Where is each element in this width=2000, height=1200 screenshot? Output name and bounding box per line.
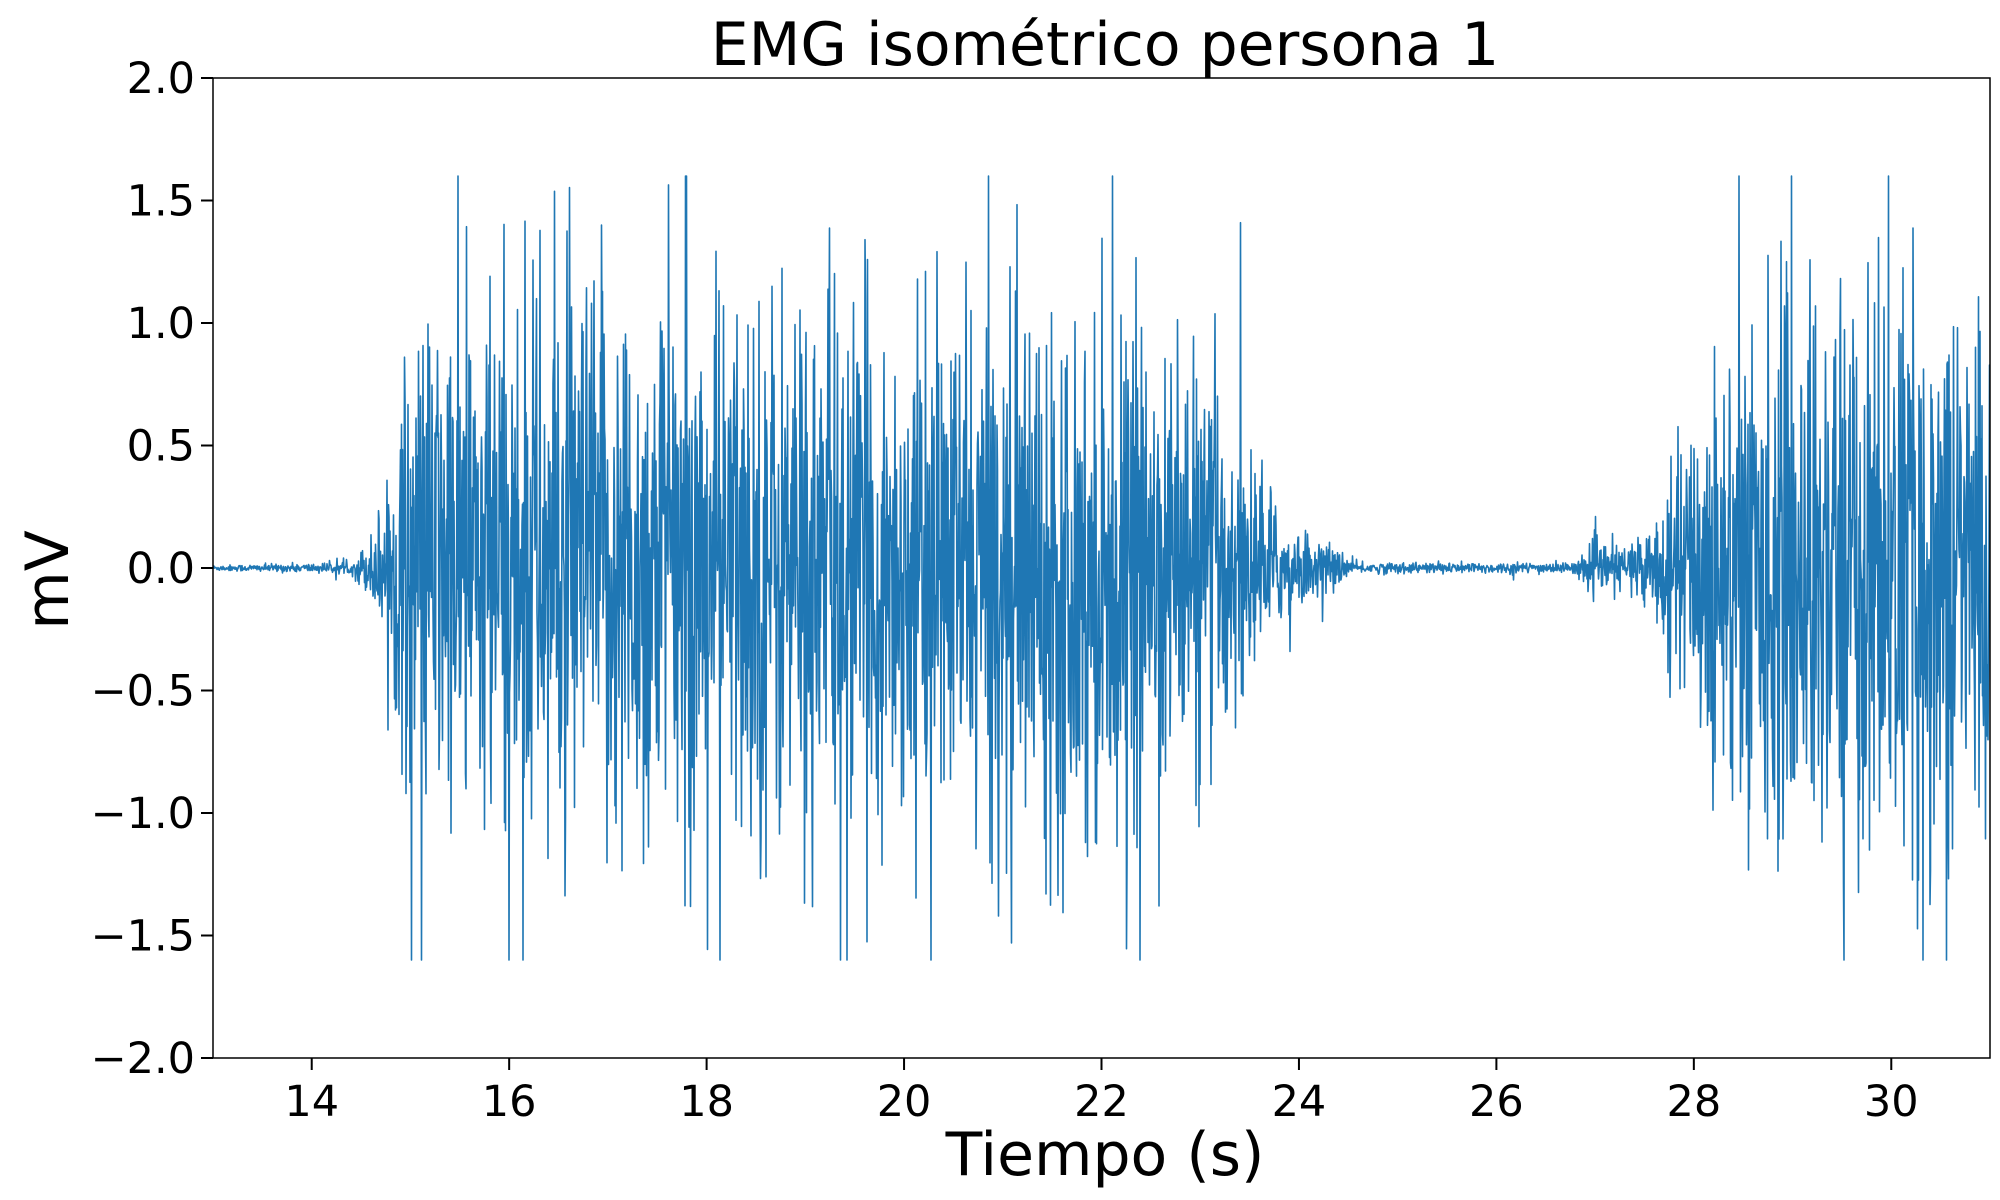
x-tick-label: 18 [679, 1077, 734, 1127]
x-axis: 14 16 18 20 22 24 26 28 30 [284, 1058, 1919, 1127]
y-tick-label: 1.5 [127, 177, 195, 227]
y-tick-label: −2.0 [91, 1034, 195, 1084]
y-tick-label: 0.0 [127, 544, 195, 594]
x-tick-label: 30 [1864, 1077, 1919, 1127]
y-tick-label: 0.5 [127, 422, 195, 472]
y-tick-label: −1.5 [91, 912, 195, 962]
y-tick-label: −0.5 [91, 667, 195, 717]
x-tick-label: 22 [1074, 1077, 1129, 1127]
x-tick-label: 20 [877, 1077, 932, 1127]
x-tick-label: 16 [482, 1077, 537, 1127]
plot-area [213, 175, 1990, 961]
x-tick-label: 26 [1469, 1077, 1524, 1127]
x-tick-label: 28 [1666, 1077, 1721, 1127]
x-axis-label: Tiempo (s) [945, 1120, 1265, 1190]
chart-title: EMG isométrico persona 1 [711, 10, 1500, 80]
y-tick-label: −1.0 [91, 789, 195, 839]
x-tick-label: 24 [1272, 1077, 1327, 1127]
y-tick-label: 1.0 [127, 299, 195, 349]
y-axis-label: mV [13, 530, 83, 630]
emg-signal-series [213, 175, 1990, 961]
y-axis: −2.0 −1.5 −1.0 −0.5 0.0 0.5 1.0 1.5 2.0 [91, 54, 213, 1084]
y-tick-label: 2.0 [127, 54, 195, 104]
x-tick-label: 14 [284, 1077, 339, 1127]
